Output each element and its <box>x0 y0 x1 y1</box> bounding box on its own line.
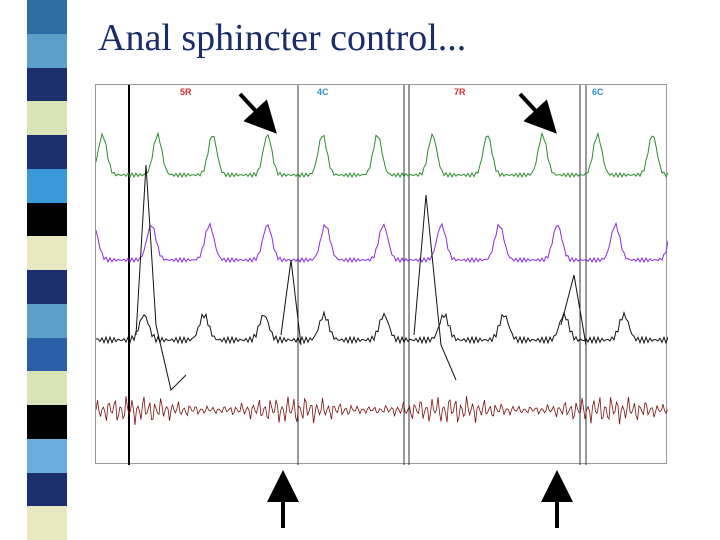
trace-svg <box>95 85 669 465</box>
stripe-block <box>27 506 67 540</box>
stripe-block <box>27 371 67 405</box>
emg-trace <box>95 396 668 425</box>
pressure-trace <box>95 310 669 345</box>
stripe-block <box>27 202 67 237</box>
channel-label-4c: 4C <box>317 87 329 97</box>
channel-label-5r: 5R <box>180 87 192 97</box>
stripe-block <box>27 33 67 68</box>
slide-title: Anal sphincter control... <box>98 17 467 59</box>
stripe-block <box>27 168 67 203</box>
pressure-trace <box>95 131 669 179</box>
stripe-block <box>27 101 67 135</box>
stripe-block <box>27 472 67 507</box>
stripe-block <box>27 405 67 439</box>
pressure-trace <box>95 221 669 264</box>
stripe-block <box>27 0 67 34</box>
stripe-block <box>27 438 67 473</box>
channel-label-6c: 6C <box>592 87 604 97</box>
stripe-block <box>27 236 67 270</box>
pressure-spike <box>135 164 587 391</box>
stripe-block <box>27 303 67 338</box>
stripe-block <box>27 337 67 372</box>
stripe-block <box>27 67 67 102</box>
stripe-block <box>27 135 67 169</box>
manometry-trace-panel <box>95 84 669 465</box>
stripe-block <box>27 270 67 304</box>
decorative-stripe <box>27 0 67 540</box>
channel-label-7r: 7R <box>454 87 466 97</box>
